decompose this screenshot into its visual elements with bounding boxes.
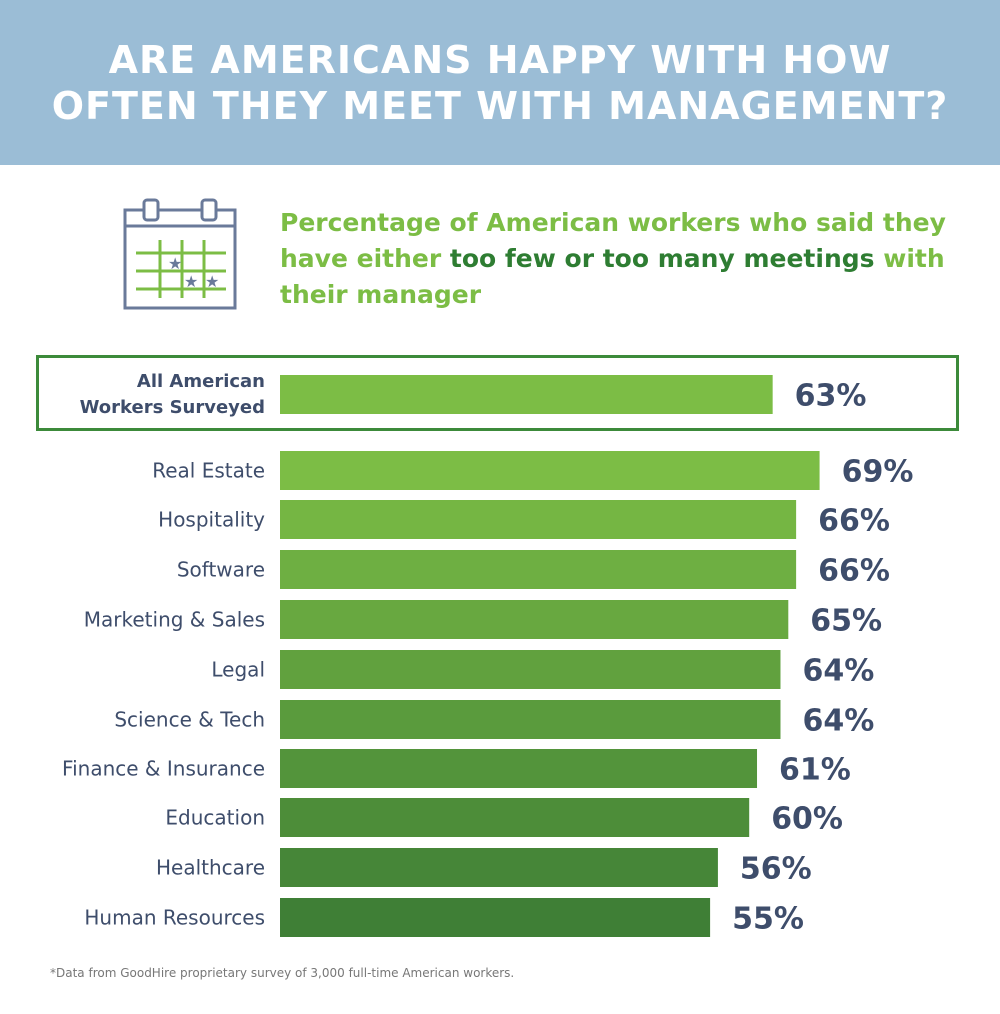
category-label-4: Marketing & Sales — [84, 608, 265, 632]
bar-5 — [280, 650, 781, 689]
value-label-3: 66% — [818, 554, 890, 589]
category-label-9: Healthcare — [156, 856, 265, 880]
value-label-4: 65% — [810, 604, 882, 639]
category-label-0: All American Workers Surveyed — [80, 371, 265, 418]
calendar-icon: ★ ★ ★ — [123, 198, 237, 310]
chart-subtitle: Percentage of American workers who said … — [280, 205, 970, 313]
category-label-2: Hospitality — [158, 508, 265, 532]
bar-9 — [280, 848, 718, 887]
subtitle-part-1: Percentage of American workers who said … — [280, 208, 946, 273]
subtitle-emphasis: too few or too many meetings — [449, 244, 875, 273]
bar-10 — [280, 898, 711, 937]
category-label-8: Education — [165, 806, 265, 830]
value-label-9: 56% — [740, 852, 812, 887]
svg-text:★: ★ — [205, 272, 219, 291]
value-label-10: 55% — [732, 902, 804, 937]
bar-chart: 63% All American Workers Surveyed 69% Real E… — [62, 371, 914, 937]
svg-text:★: ★ — [184, 272, 198, 291]
bar-7 — [280, 749, 758, 788]
page-title: ARE AMERICANS HAPPY WITH HOW OFTEN THEY … — [51, 37, 949, 128]
bar-6 — [280, 700, 781, 739]
bar-8 — [280, 798, 750, 837]
bar-2 — [280, 500, 797, 539]
bar-4 — [280, 600, 789, 639]
category-label-7: Finance & Insurance — [62, 757, 265, 781]
value-label-6: 64% — [802, 704, 874, 739]
bar-3 — [280, 550, 797, 589]
category-label-5: Legal — [211, 658, 265, 682]
subtitle-part-3: with their manager — [280, 244, 945, 309]
value-label-5: 64% — [802, 654, 874, 689]
category-label-1: Real Estate — [152, 459, 265, 483]
svg-text:★: ★ — [168, 254, 182, 273]
value-label-2: 66% — [818, 504, 890, 539]
category-label-10: Human Resources — [84, 906, 265, 930]
category-label-3: Software — [177, 558, 265, 582]
footnote: *Data from GoodHire proprietary survey o… — [50, 966, 515, 980]
value-label-1: 69% — [842, 455, 914, 490]
category-label-6: Science & Tech — [114, 708, 265, 732]
bar-1 — [280, 451, 820, 490]
value-label-7: 61% — [779, 753, 851, 788]
value-label-0: 63% — [795, 379, 867, 414]
header-banner: ARE AMERICANS HAPPY WITH HOW OFTEN THEY … — [0, 0, 1000, 165]
bar-0 — [280, 375, 773, 414]
value-label-8: 60% — [771, 802, 843, 837]
highlight-box — [36, 355, 959, 431]
